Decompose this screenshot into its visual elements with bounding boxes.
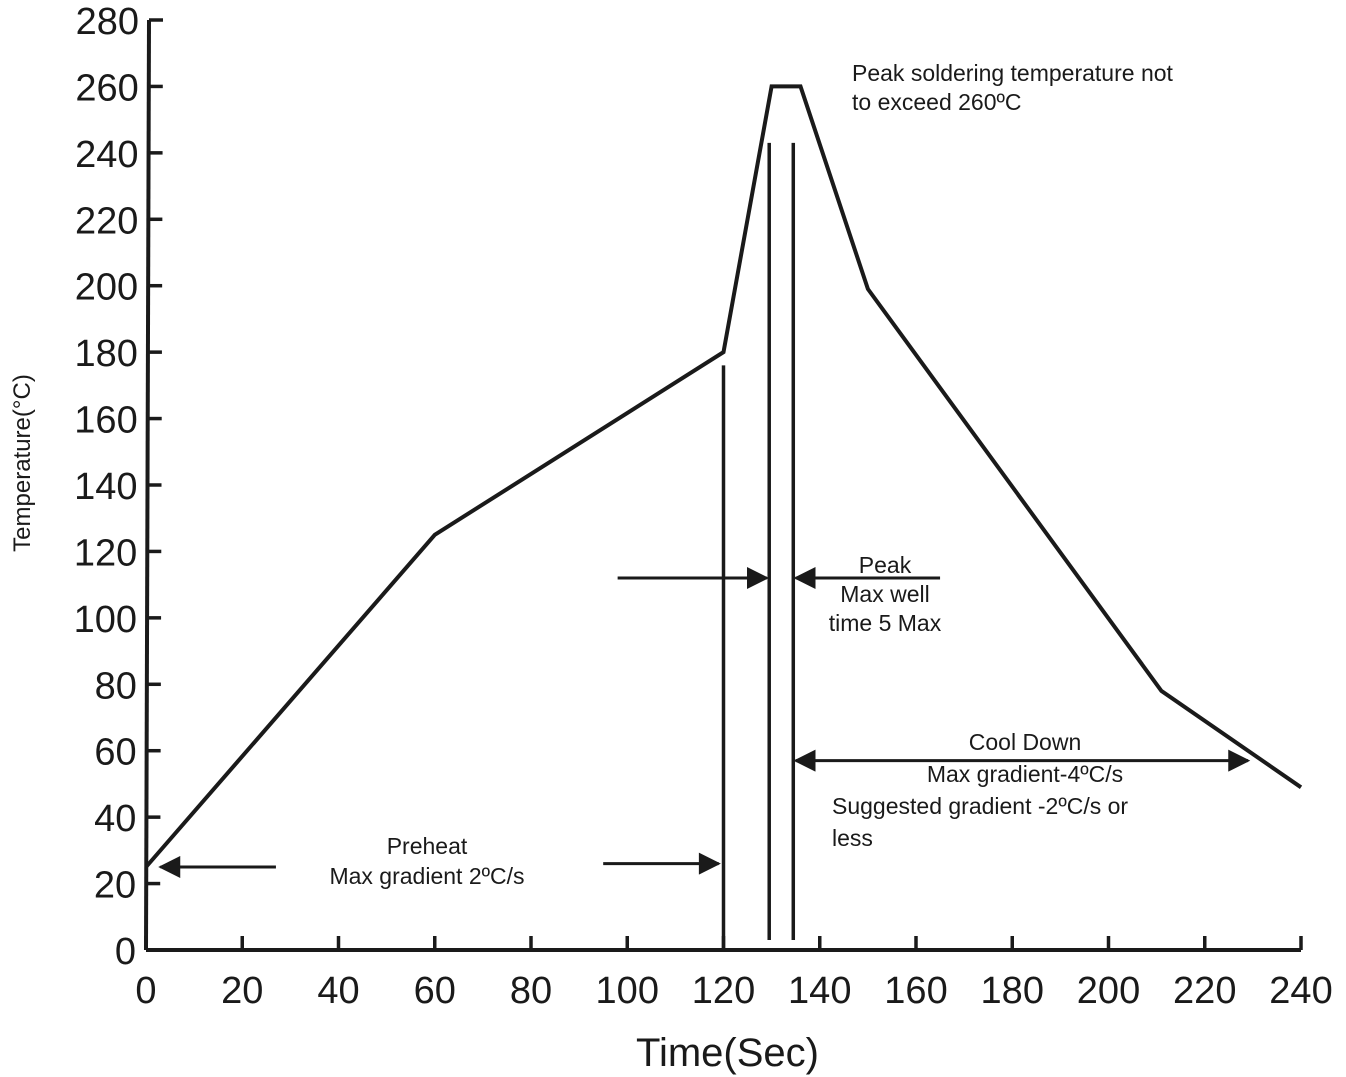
annotations: Peak soldering temperature not to exceed …: [329, 60, 1173, 889]
x-tick-label: 0: [135, 970, 156, 1012]
annotation-cool-line: Max gradient-4ºC/s: [927, 761, 1123, 787]
x-tick-label: 120: [692, 970, 755, 1012]
annotation-peak-temp-line: Peak soldering temperature not: [852, 60, 1174, 86]
annotation-peak-line: Max well: [840, 581, 929, 607]
annotation-preheat-line: Preheat: [387, 833, 468, 859]
y-tick-label: 160: [74, 400, 137, 442]
x-tick-label: 140: [788, 970, 851, 1012]
y-tick-label: 260: [75, 67, 138, 109]
x-tick-label: 200: [1077, 970, 1140, 1012]
annotation-peak-line: Peak: [859, 552, 912, 578]
annotation-peak-temp-line: to exceed 260ºC: [852, 89, 1022, 115]
y-tick-label: 280: [76, 1, 139, 43]
x-tick-label: 240: [1269, 970, 1332, 1012]
y-tick-label: 20: [94, 865, 136, 907]
x-tick-label: 60: [414, 970, 456, 1012]
temperature-profile-line: [144, 84, 1303, 869]
x-tick-label: 100: [596, 970, 659, 1012]
annotation-cool-line: less: [832, 825, 873, 851]
time-markers: [721, 142, 796, 950]
annotation-cool-line: Suggested gradient -2ºC/s or: [832, 793, 1128, 819]
annotation-preheat-line: Max gradient 2ºC/s: [329, 863, 524, 889]
x-axis-ticks: 0 20 40 60 80 100 120 140 160 180 200 220 240: [135, 936, 1333, 1012]
y-tick-label: 140: [74, 466, 137, 508]
x-axis-title: Time(Sec): [636, 1031, 819, 1075]
y-tick-label: 240: [75, 134, 138, 176]
y-axis-title: Temperature(°C): [9, 374, 36, 552]
y-tick-label: 80: [95, 665, 137, 707]
y-axis-ticks: 0 20 40 60 80 100 120 140 160 180 200 220 240 260 280: [74, 1, 163, 973]
x-tick-label: 40: [317, 970, 359, 1012]
y-tick-label: 180: [75, 333, 138, 375]
x-tick-label: 220: [1173, 970, 1236, 1012]
y-tick-label: 40: [94, 798, 136, 840]
y-tick-label: 200: [75, 267, 138, 309]
y-tick-label: 60: [94, 732, 136, 774]
annotation-cool-line: Cool Down: [969, 729, 1082, 755]
y-tick-label: 220: [75, 200, 138, 242]
x-tick-label: 80: [510, 970, 552, 1012]
y-tick-label: 100: [74, 599, 137, 641]
y-tick-label: 0: [115, 931, 136, 973]
x-tick-label: 160: [884, 970, 947, 1012]
x-tick-label: 180: [981, 970, 1044, 1012]
annotation-peak-line: time 5 Max: [829, 610, 942, 636]
x-tick-label: 20: [221, 970, 263, 1012]
y-tick-label: 120: [74, 532, 137, 574]
annotation-arrows: [158, 567, 1251, 878]
